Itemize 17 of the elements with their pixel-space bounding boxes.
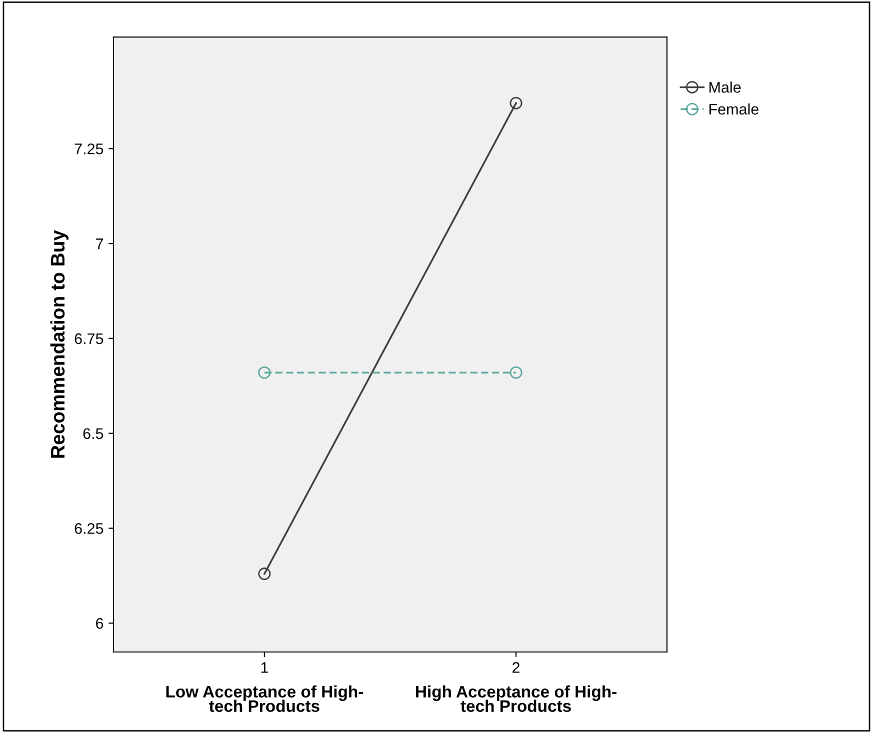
y-tick-label: 7.25 xyxy=(74,143,104,154)
y-axis-title: Recommendation to Buy xyxy=(50,230,68,458)
point xyxy=(510,366,522,379)
legend-label: Male xyxy=(709,82,741,93)
y-tick-label: 7 xyxy=(96,238,103,250)
y-tick-label: 6.5 xyxy=(83,428,104,440)
point xyxy=(258,568,271,580)
legend-label: Female xyxy=(709,103,758,115)
x-tick-label: 2 xyxy=(512,662,520,673)
x-tick-label: 1 xyxy=(261,662,268,673)
y-tick-label: 6 xyxy=(96,618,104,629)
y-tick-label: 6.25 xyxy=(74,523,104,534)
point xyxy=(258,366,271,379)
y-tick-label: 6.75 xyxy=(74,333,104,344)
point xyxy=(510,96,522,110)
text: High Acceptance of High- tech Products xyxy=(416,685,616,712)
text: Low Acceptance of High- tech Products xyxy=(166,685,364,712)
